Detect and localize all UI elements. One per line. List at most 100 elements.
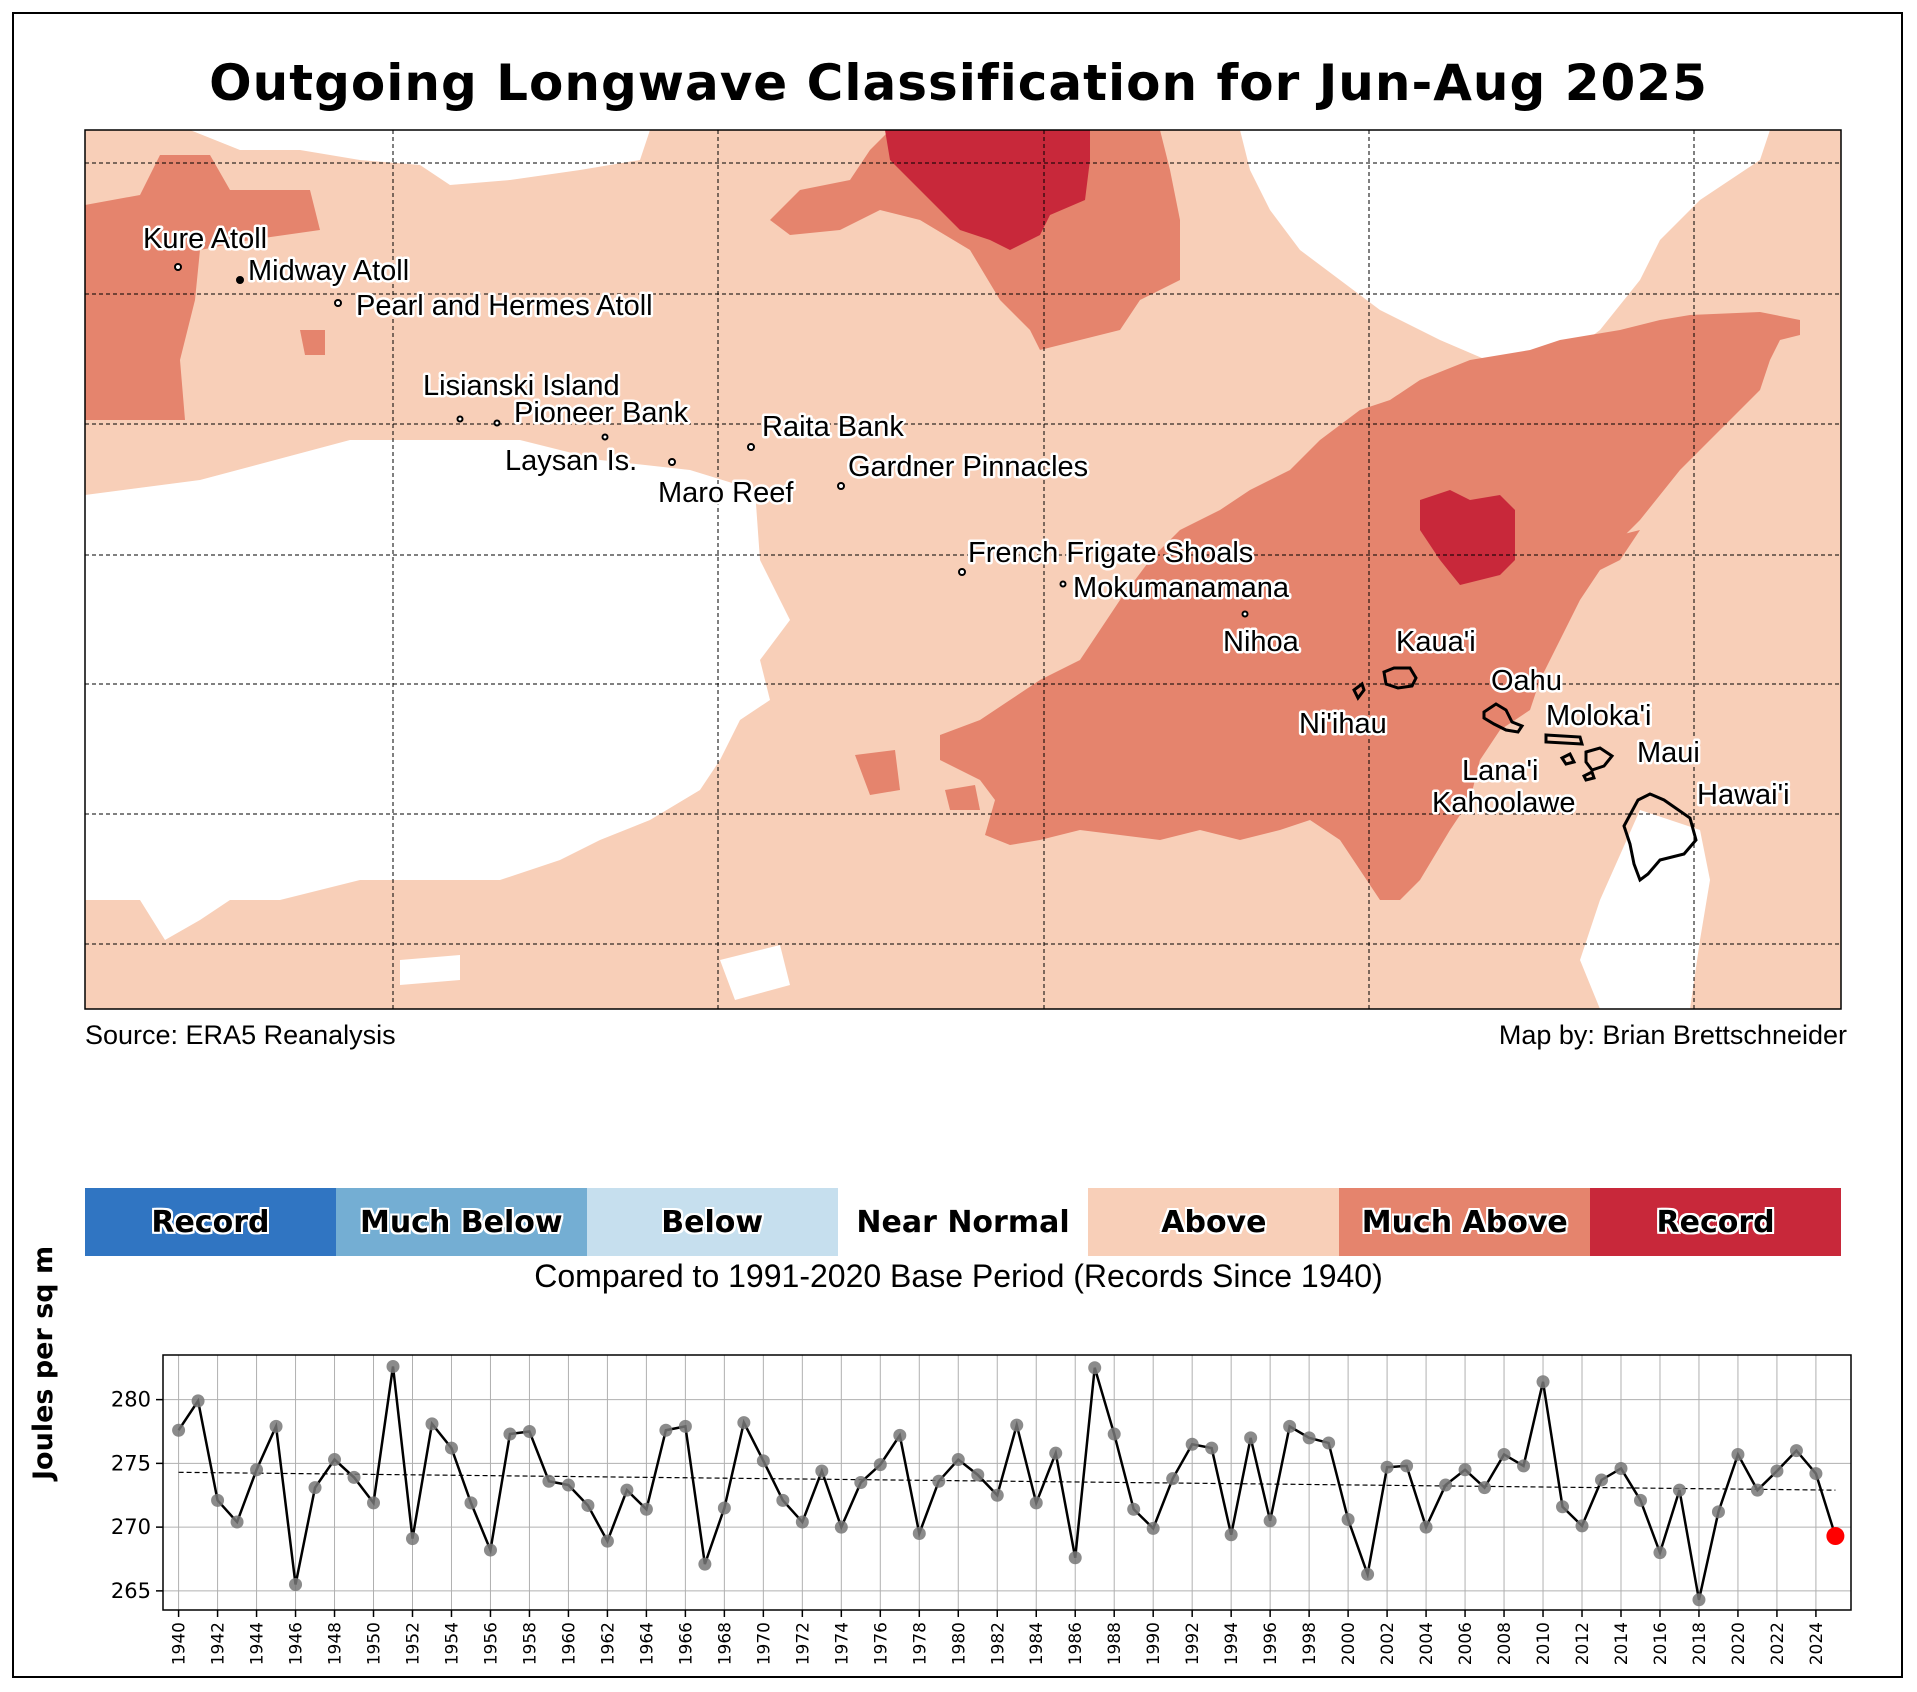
data-point xyxy=(1731,1447,1745,1461)
data-point xyxy=(1322,1436,1336,1450)
x-axis-ticks: 1940 1942 1944 1946 1948 1950 1952 1954 1956 1958… xyxy=(170,1610,1827,1665)
y-tick-label: 275 xyxy=(111,1451,151,1475)
x-tick-label: 1956 xyxy=(481,1622,501,1665)
data-point xyxy=(1770,1464,1784,1478)
data-point xyxy=(659,1423,673,1437)
data-point xyxy=(893,1428,907,1442)
x-tick-label: 1998 xyxy=(1300,1622,1320,1665)
legend-note: Compared to 1991-2020 Base Period (Recor… xyxy=(534,1258,1383,1294)
x-tick-label: 1944 xyxy=(248,1622,268,1665)
data-point xyxy=(464,1496,478,1510)
map-border xyxy=(84,129,1842,1010)
x-tick-label: 1946 xyxy=(287,1622,307,1665)
series-line xyxy=(177,1366,1837,1601)
data-point xyxy=(1419,1520,1433,1534)
data-point xyxy=(1478,1481,1492,1495)
marker-raita-bank xyxy=(747,443,755,451)
near-normal-patch-2 xyxy=(720,945,790,1000)
data-point xyxy=(425,1417,439,1431)
data-point xyxy=(1809,1467,1823,1481)
data-point xyxy=(717,1501,731,1515)
x-tick-label: 1986 xyxy=(1066,1622,1086,1665)
x-tick-label: 2000 xyxy=(1339,1622,1359,1665)
label-niihau: Ni'ihau xyxy=(1299,708,1387,740)
data-point xyxy=(542,1474,556,1488)
x-tick-label: 2016 xyxy=(1651,1622,1671,1665)
much-above-patch-1 xyxy=(855,750,900,795)
data-point xyxy=(367,1496,381,1510)
data-point xyxy=(1068,1551,1082,1565)
marker-french-frigate xyxy=(958,568,966,576)
data-point xyxy=(308,1481,322,1495)
x-tick-label: 1966 xyxy=(676,1622,696,1665)
legend-record-above: Record xyxy=(1590,1188,1842,1256)
data-point xyxy=(1536,1375,1550,1389)
marker-pearl-hermes xyxy=(334,299,342,307)
x-tick-label: 1958 xyxy=(520,1622,540,1665)
legend-above: Above xyxy=(1088,1188,1340,1256)
x-tick-label: 1984 xyxy=(1027,1622,1047,1665)
x-tick-label: 1978 xyxy=(910,1622,930,1665)
label-kauai: Kaua'i xyxy=(1396,626,1476,658)
data-point xyxy=(1244,1431,1258,1445)
label-molokai: Moloka'i xyxy=(1546,700,1651,732)
legend-near-normal: Near Normal xyxy=(837,1188,1089,1256)
data-point xyxy=(1263,1514,1277,1528)
x-tick-label: 2020 xyxy=(1729,1622,1749,1665)
x-tick-label: 1970 xyxy=(754,1622,774,1665)
map-regions xyxy=(85,130,1841,1009)
x-tick-label: 2006 xyxy=(1456,1622,1476,1665)
map-gridlines xyxy=(85,130,1841,1009)
x-tick-label: 2008 xyxy=(1495,1622,1515,1665)
label-maro-reef: Maro Reef xyxy=(658,477,794,509)
label-hawaii: Hawai'i xyxy=(1697,779,1790,811)
x-tick-label: 1990 xyxy=(1144,1622,1164,1665)
x-tick-label: 2004 xyxy=(1417,1622,1437,1665)
trend-line xyxy=(178,1471,1836,1491)
legend-below: Below xyxy=(586,1188,838,1256)
near-normal-patch-1 xyxy=(400,955,460,985)
marker-pioneer-bank xyxy=(493,419,501,427)
data-point xyxy=(1361,1567,1375,1581)
x-tick-label: 1942 xyxy=(209,1622,229,1665)
much-above-region-west xyxy=(85,155,320,420)
marker-kure-atoll xyxy=(174,263,182,271)
x-tick-label: 1974 xyxy=(832,1622,852,1665)
data-point xyxy=(815,1464,829,1478)
label-midway-atoll: Midway Atoll xyxy=(248,255,409,287)
x-tick-label: 1952 xyxy=(403,1622,423,1665)
x-tick-label: 1972 xyxy=(793,1622,813,1665)
data-point xyxy=(737,1416,751,1430)
data-point xyxy=(1517,1459,1531,1473)
data-point xyxy=(328,1453,342,1467)
data-point xyxy=(756,1454,770,1468)
x-tick-label: 1996 xyxy=(1261,1622,1281,1665)
x-tick-label: 1948 xyxy=(326,1622,346,1665)
x-tick-label: 1950 xyxy=(365,1622,385,1665)
x-tick-label: 1988 xyxy=(1105,1622,1125,1665)
kauai-outline xyxy=(1382,666,1418,690)
x-tick-label: 1940 xyxy=(170,1622,190,1665)
data-point xyxy=(698,1557,712,1571)
data-point xyxy=(990,1488,1004,1502)
data-point xyxy=(191,1394,205,1408)
marker-midway-atoll xyxy=(236,276,244,284)
x-tick-label: 1976 xyxy=(871,1622,891,1665)
data-point xyxy=(1692,1593,1706,1607)
data-point xyxy=(1029,1496,1043,1510)
record-region-central xyxy=(1420,490,1515,585)
data-point xyxy=(1672,1483,1686,1497)
lanai-outline xyxy=(1559,751,1577,766)
data-point xyxy=(1750,1483,1764,1497)
data-point xyxy=(932,1474,946,1488)
data-point xyxy=(912,1527,926,1540)
x-tick-label: 1992 xyxy=(1183,1622,1203,1665)
x-tick-label: 2002 xyxy=(1378,1622,1398,1665)
data-point xyxy=(639,1502,653,1516)
data-point xyxy=(834,1520,848,1534)
label-gardner: Gardner Pinnacles xyxy=(848,451,1088,483)
data-point xyxy=(522,1425,536,1438)
legend-bar: Record Much Below Below Near Normal Abov… xyxy=(85,1188,1842,1256)
oahu-outline xyxy=(1482,702,1525,734)
